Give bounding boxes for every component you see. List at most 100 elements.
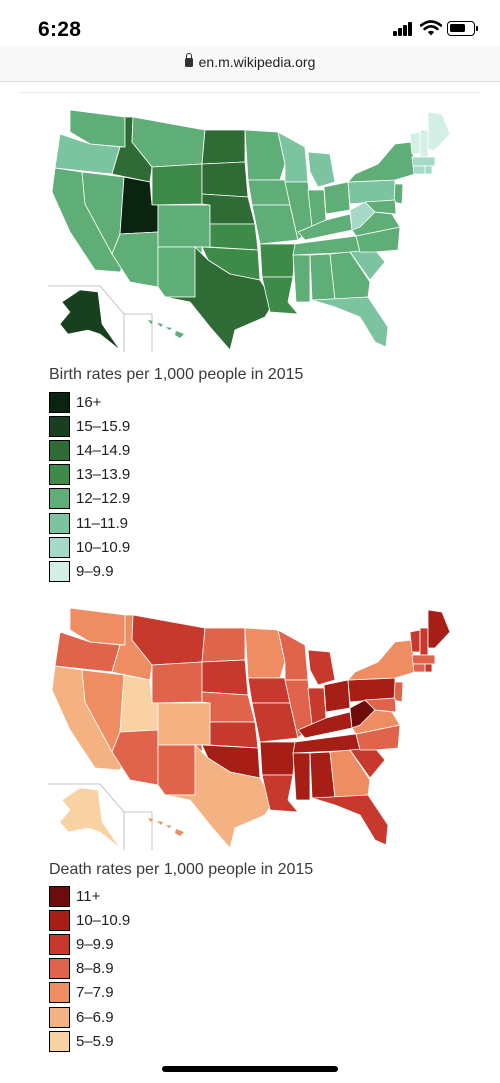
state-ia <box>247 677 291 704</box>
legend-item: 9–9.9 <box>49 932 130 956</box>
legend-item: 12–12.9 <box>49 487 130 511</box>
legend-item: 14–14.9 <box>49 438 130 462</box>
state-co <box>157 702 211 746</box>
legend-label: 9–9.9 <box>76 935 114 953</box>
url-text: en.m.wikipedia.org <box>198 54 316 70</box>
legend-label: 11–11.9 <box>76 514 128 532</box>
legend-swatch <box>49 415 70 437</box>
state-co <box>157 204 211 248</box>
state-la <box>261 774 299 813</box>
legend-item: 10–10.9 <box>49 908 130 932</box>
death-rate-legend: 11+ 10–10.9 9–9.9 8–8.9 7–7.9 6–6.9 5–5.… <box>49 884 130 1053</box>
legend-item: 11+ <box>49 884 130 908</box>
death-rate-map <box>48 607 451 850</box>
cellular-signal-icon <box>393 22 413 36</box>
birth-legend-title: Birth rates per 1,000 people in 2015 <box>49 366 304 383</box>
legend-label: 14–14.9 <box>76 441 131 459</box>
legend-swatch <box>49 885 70 907</box>
state-ct <box>412 165 426 175</box>
state-vt <box>409 131 421 155</box>
url-display[interactable]: en.m.wikipedia.org <box>0 53 500 70</box>
state-ri <box>424 663 433 673</box>
state-ar <box>259 243 296 278</box>
state-ny <box>347 141 416 183</box>
legend-label: 7–7.9 <box>76 984 114 1002</box>
state-ar <box>259 741 296 776</box>
legend-label: 11+ <box>76 887 101 905</box>
browser-url-bar[interactable]: en.m.wikipedia.org <box>0 46 500 82</box>
legend-item: 9–9.9 <box>49 559 130 583</box>
legend-item: 7–7.9 <box>49 981 130 1005</box>
state-ia <box>247 179 291 206</box>
state-fl <box>311 794 389 846</box>
legend-swatch <box>49 933 70 955</box>
state-ms <box>292 254 311 303</box>
legend-label: 6–6.9 <box>76 1008 114 1026</box>
legend-swatch <box>49 439 70 461</box>
state-ks <box>209 223 259 251</box>
state-sd <box>201 659 249 696</box>
legend-swatch <box>49 958 70 980</box>
legend-swatch <box>49 391 70 413</box>
section-divider <box>20 92 480 93</box>
status-time: 6:28 <box>38 18 82 41</box>
legend-swatch <box>49 1030 70 1052</box>
legend-label: 16+ <box>76 393 102 411</box>
state-nh <box>419 129 429 158</box>
state-mn <box>244 627 286 679</box>
state-mi <box>307 151 336 188</box>
state-mi <box>307 649 336 686</box>
state-az <box>111 231 159 288</box>
state-hi <box>148 818 184 836</box>
state-wy <box>151 163 203 206</box>
legend-swatch <box>49 982 70 1004</box>
state-ny <box>347 639 416 681</box>
legend-item: 10–10.9 <box>49 535 130 559</box>
state-ms <box>292 752 311 801</box>
state-nh <box>419 627 429 656</box>
state-nj <box>393 681 404 703</box>
state-wv <box>349 699 376 729</box>
state-me <box>427 609 451 649</box>
legend-item: 6–6.9 <box>49 1005 130 1029</box>
state-ne <box>201 193 256 225</box>
state-me <box>427 111 451 151</box>
death-legend-title: Death rates per 1,000 people in 2015 <box>49 861 314 878</box>
state-wy <box>151 661 203 704</box>
state-mn <box>244 129 286 181</box>
legend-swatch <box>49 488 70 510</box>
legend-item: 5–5.9 <box>49 1029 130 1053</box>
legend-item: 8–8.9 <box>49 957 130 981</box>
state-tx <box>164 744 275 849</box>
state-nd <box>201 129 246 165</box>
state-la <box>261 276 299 315</box>
legend-swatch <box>49 909 70 931</box>
birth-rate-map <box>48 109 451 352</box>
legend-label: 13–13.9 <box>76 466 131 484</box>
state-sd <box>201 161 249 198</box>
lock-icon <box>184 53 193 67</box>
legend-label: 10–10.9 <box>76 538 131 556</box>
home-indicator[interactable] <box>162 1066 338 1072</box>
legend-item: 11–11.9 <box>49 511 130 535</box>
state-ma <box>411 654 436 665</box>
state-vt <box>409 629 421 653</box>
state-wv <box>349 201 376 231</box>
legend-item: 15–15.9 <box>49 414 130 438</box>
state-ri <box>424 165 433 175</box>
legend-label: 10–10.9 <box>76 911 131 929</box>
legend-swatch <box>49 1006 70 1028</box>
legend-label: 9–9.9 <box>76 562 114 580</box>
state-ma <box>411 156 436 167</box>
legend-label: 15–15.9 <box>76 417 131 435</box>
legend-label: 5–5.9 <box>76 1032 114 1050</box>
state-md <box>364 697 397 713</box>
legend-label: 8–8.9 <box>76 960 114 978</box>
wifi-icon <box>420 20 442 36</box>
battery-icon <box>447 21 478 36</box>
state-oh <box>323 679 351 713</box>
state-ne <box>201 691 256 723</box>
state-oh <box>323 181 351 215</box>
state-ks <box>209 721 259 749</box>
status-bar: 6:28 <box>0 0 500 46</box>
